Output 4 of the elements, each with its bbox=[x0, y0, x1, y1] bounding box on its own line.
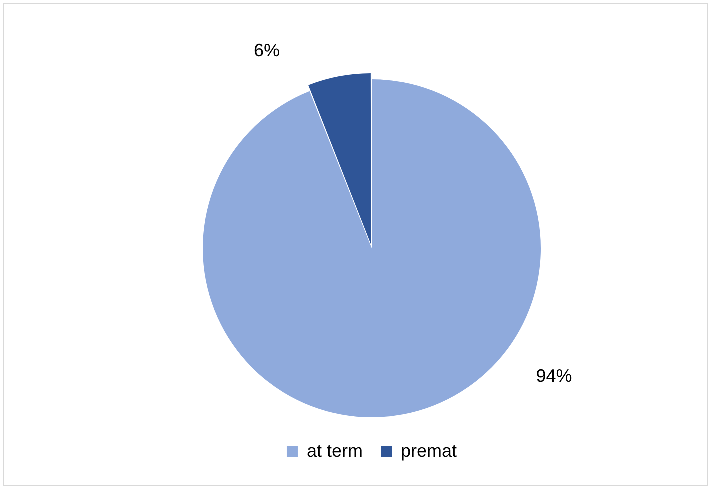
data-label: 94% bbox=[536, 366, 572, 386]
data-label: 6% bbox=[254, 40, 280, 61]
legend-label: at term bbox=[306, 440, 363, 461]
legend-label: premat bbox=[400, 440, 458, 461]
